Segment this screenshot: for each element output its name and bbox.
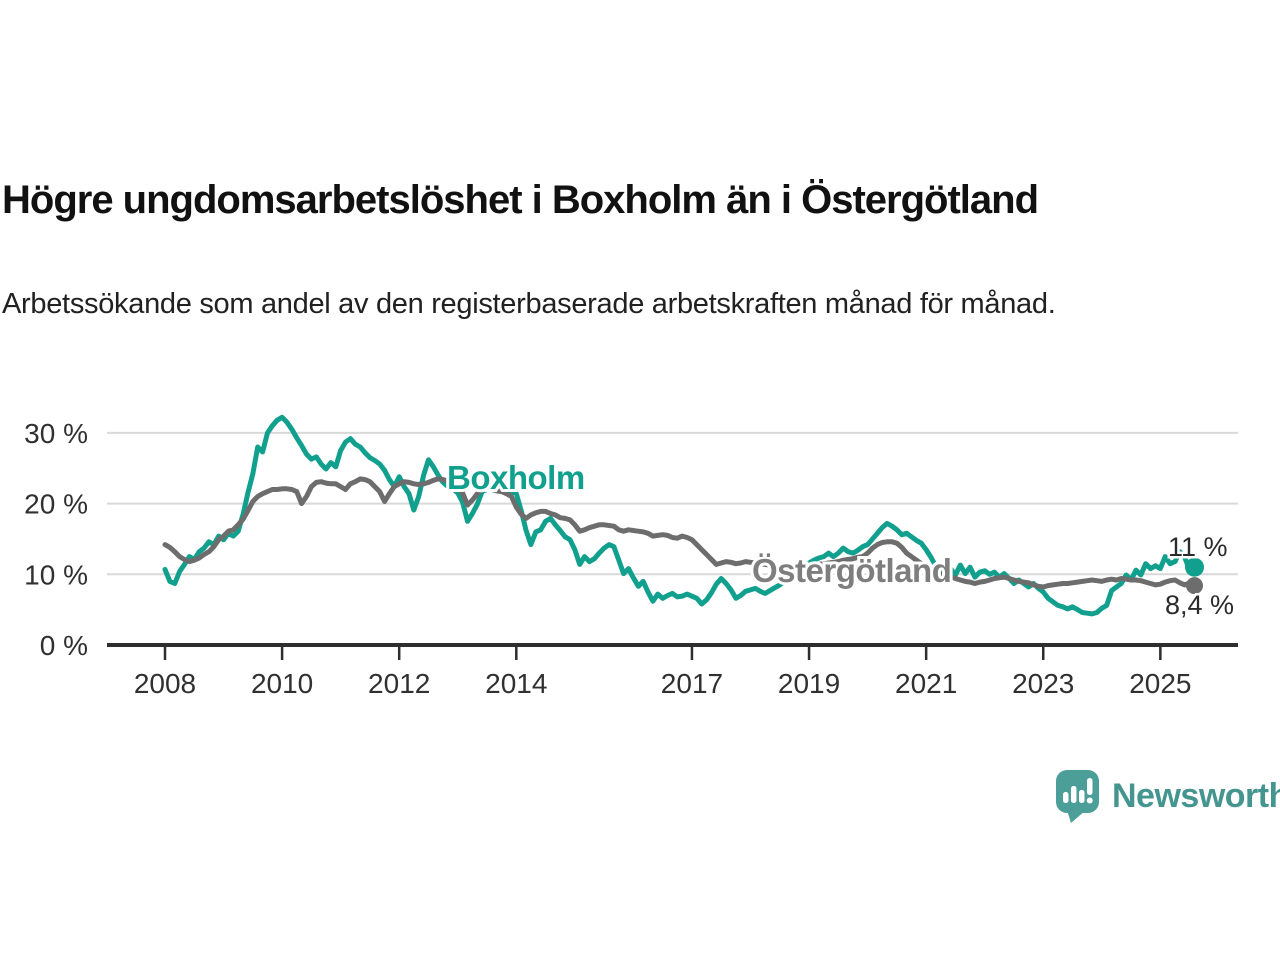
y-tick-label: 30 % (24, 418, 88, 449)
x-tick-label: 2023 (1012, 668, 1074, 699)
x-tick-label: 2025 (1129, 668, 1191, 699)
y-tick-label: 0 % (40, 630, 88, 661)
x-tick-label: 2019 (778, 668, 840, 699)
newsworthy-logo-icon (1056, 770, 1099, 823)
ostergotland-end-dot (1186, 577, 1204, 595)
page-title: Högre ungdomsarbetslöshet i Boxholm än i… (2, 177, 1039, 222)
ostergotland-line (162, 476, 1197, 590)
ostergotland-series-label: Östergötland (752, 552, 951, 589)
newsworthy-logo-text: Newsworthy (1112, 776, 1280, 815)
newsworthy-logo: Newsworthy (1055, 768, 1280, 824)
boxholm-end-value-label: 11 % (1168, 532, 1228, 562)
x-tick-label: 2012 (368, 668, 430, 699)
boxholm-series-label: Boxholm (447, 459, 585, 496)
x-tick-label: 2008 (134, 668, 196, 699)
y-tick-label: 20 % (24, 489, 88, 520)
x-tick-label: 2010 (251, 668, 313, 699)
y-tick-label: 10 % (24, 559, 88, 590)
ostergotland-end-value-label: 8,4 % (1165, 590, 1234, 620)
page-subtitle: Arbetssökande som andel av den registerb… (2, 288, 1056, 320)
x-tick-label: 2021 (895, 668, 957, 699)
boxholm-end-dot (1185, 557, 1205, 577)
x-tick-label: 2017 (661, 668, 723, 699)
x-tick-label: 2014 (485, 668, 547, 699)
